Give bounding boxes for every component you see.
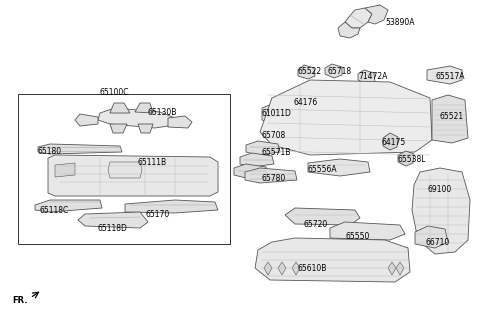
Text: 65538L: 65538L [397, 155, 425, 164]
Polygon shape [138, 124, 153, 133]
Polygon shape [292, 262, 300, 275]
Polygon shape [48, 155, 218, 196]
Polygon shape [388, 262, 396, 275]
Polygon shape [35, 200, 102, 212]
Text: 65517A: 65517A [436, 72, 466, 81]
Polygon shape [110, 124, 127, 133]
Text: 64176: 64176 [293, 98, 317, 107]
Polygon shape [262, 104, 282, 123]
Text: 65521: 65521 [439, 112, 463, 121]
Polygon shape [98, 108, 175, 128]
Text: 66710: 66710 [425, 238, 449, 247]
Polygon shape [285, 208, 360, 225]
Polygon shape [345, 8, 372, 28]
Text: 65550: 65550 [345, 232, 370, 241]
Polygon shape [125, 200, 218, 213]
Polygon shape [110, 103, 130, 113]
Text: 65610B: 65610B [298, 264, 327, 273]
Polygon shape [432, 95, 468, 143]
Polygon shape [245, 168, 297, 183]
Text: 65130B: 65130B [148, 108, 178, 117]
Polygon shape [135, 103, 153, 113]
Polygon shape [108, 162, 142, 178]
Text: 64175: 64175 [382, 138, 406, 147]
Text: 65111B: 65111B [138, 158, 167, 167]
Polygon shape [55, 163, 75, 177]
Polygon shape [168, 116, 192, 128]
Text: 65118C: 65118C [40, 206, 69, 215]
Bar [18, 94, 230, 244]
Text: 61011D: 61011D [261, 109, 291, 118]
Text: 65780: 65780 [261, 174, 285, 183]
Text: 53890A: 53890A [385, 18, 415, 27]
Polygon shape [427, 66, 462, 84]
Text: 65556A: 65556A [307, 165, 336, 174]
Polygon shape [264, 262, 272, 275]
Polygon shape [255, 238, 410, 282]
Polygon shape [330, 222, 405, 240]
Polygon shape [398, 151, 414, 166]
Text: 65718: 65718 [327, 67, 351, 76]
Polygon shape [234, 164, 268, 178]
Polygon shape [78, 212, 148, 228]
Text: 65100C: 65100C [100, 88, 130, 97]
Text: 65170: 65170 [145, 210, 169, 219]
Polygon shape [412, 168, 470, 254]
Polygon shape [338, 22, 360, 38]
Text: 65571B: 65571B [261, 148, 290, 157]
Text: 65522: 65522 [298, 67, 322, 76]
Polygon shape [383, 133, 398, 150]
Polygon shape [38, 144, 122, 154]
Polygon shape [396, 262, 404, 275]
Polygon shape [325, 64, 342, 78]
Polygon shape [415, 226, 448, 248]
Text: 69100: 69100 [428, 185, 452, 194]
Polygon shape [308, 159, 370, 176]
Text: 65118D: 65118D [98, 224, 128, 233]
Polygon shape [240, 153, 274, 167]
Text: 65180: 65180 [38, 147, 62, 156]
Polygon shape [298, 65, 315, 79]
Polygon shape [246, 141, 280, 155]
Polygon shape [358, 70, 375, 84]
Polygon shape [278, 262, 286, 275]
Text: 65708: 65708 [261, 131, 285, 140]
Text: 65720: 65720 [303, 220, 327, 229]
Polygon shape [260, 80, 432, 155]
Polygon shape [365, 5, 388, 24]
Polygon shape [295, 92, 310, 107]
Polygon shape [75, 114, 98, 126]
Text: FR.: FR. [12, 296, 27, 305]
Text: 71472A: 71472A [358, 72, 387, 81]
